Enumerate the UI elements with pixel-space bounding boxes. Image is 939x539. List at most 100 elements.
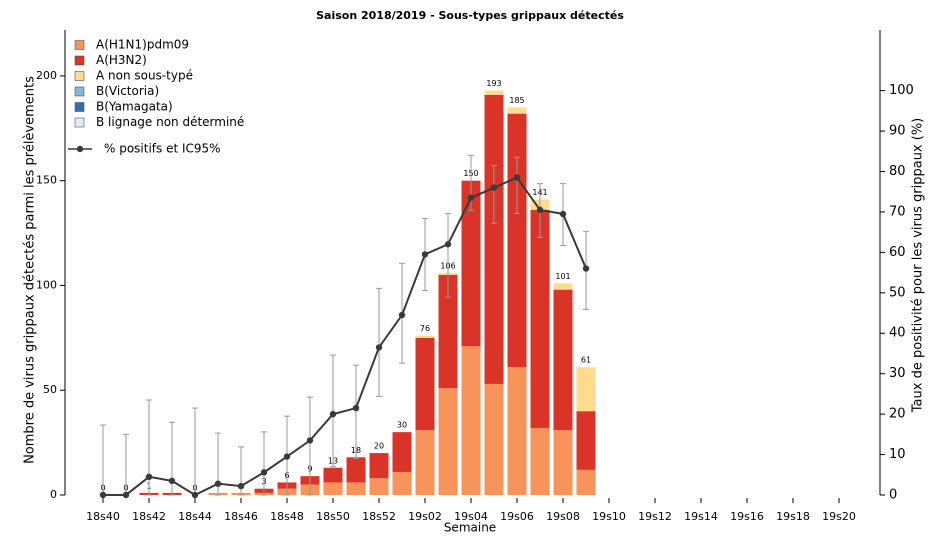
bar-segment [438,388,458,495]
y2-tick-label: 60 [889,245,906,260]
bar-segment [530,427,550,495]
line-point [306,437,314,444]
x-tick-label: 18s48 [270,510,304,523]
y-tick-label: 0 [50,488,57,501]
y2-tick-label: 100 [889,83,914,98]
x-tick-label: 18s40 [86,510,120,523]
y2-tick-label: 50 [889,285,906,300]
y-tick-label: 200 [36,69,57,82]
bar-segment [323,467,343,483]
bar-segment [553,289,573,431]
bar-segment [346,482,366,495]
x-tick-label: 19s06 [500,510,534,523]
y2-tick-label: 30 [889,366,906,381]
x-tick-label: 19s08 [546,510,580,523]
line-point [122,491,130,499]
bar-segment [392,471,412,495]
line-point [260,469,268,476]
line-point [237,482,245,490]
bar-label: 185 [509,96,524,105]
bar-segment [484,90,504,95]
bar-label: 101 [555,272,570,281]
x-tick-label: 19s12 [638,510,672,523]
x-tick-label: 19s04 [454,510,488,523]
bar-segment [415,335,435,338]
line-point [375,344,383,351]
x-tick-label: 18s44 [178,510,212,523]
bar-label: 61 [581,356,591,365]
bar-segment [323,482,343,495]
y2-tick-label: 10 [889,447,906,462]
legend-label: A(H1N1)pdm09 [96,38,189,52]
line [103,176,587,497]
y-tick-label: 50 [43,383,57,396]
bar-segment [461,346,481,495]
line-point [352,404,360,412]
bar-segment [576,367,596,412]
x-axis-label: Semaine [444,521,496,535]
legend-label: % positifs et IC95% [104,142,221,156]
line-point [582,265,590,272]
y2-tick-label: 20 [889,407,906,422]
bar-segment [576,469,596,495]
bar-label: 76 [420,324,430,333]
chart-title: Saison 2018/2019 - Sous-types grippaux d… [316,9,624,22]
bar-segment [461,180,481,347]
bar-segment [507,113,527,368]
x-tick-label: 19s18 [776,510,810,523]
y-axis-label: Nombre de virus grippaux détectés parmi … [23,76,38,464]
line-point [283,453,291,460]
bar-label: 30 [397,421,407,430]
bar-segment [415,430,435,495]
line-point [329,410,337,418]
legend-swatch [74,40,85,50]
y2-tick-label: 0 [889,488,897,503]
y-tick-label: 150 [36,174,57,187]
bar-segment [484,383,504,495]
line-point [99,491,107,499]
x-tick-label: 18s42 [132,510,166,523]
y-tick-label: 100 [36,278,57,291]
legend-swatch [74,102,85,112]
line-point [559,210,567,218]
line-point [490,184,498,191]
bar-segment [553,283,573,290]
bar-segment [530,210,550,428]
line-point [536,206,544,214]
x-tick-label: 19s16 [730,510,764,523]
y2-tick-label: 90 [889,124,906,139]
bar-segment [507,367,527,495]
legend-label: A non sous-typé [96,69,193,83]
x-tick-label: 19s02 [408,510,442,523]
line-point [168,477,176,485]
legend-swatch [74,55,85,66]
y2-axis-label: Taux de positivité pour les virus grippa… [911,118,926,414]
legend-swatch [74,71,85,81]
bar-label: 193 [486,79,501,88]
line-point [398,311,406,319]
x-tick-label: 18s52 [362,510,396,523]
bar-segment [484,94,504,384]
y2-tick-label: 40 [889,326,906,341]
legend-label: B(Yamagata) [96,100,173,114]
legend-swatch [74,117,85,128]
line-point [214,480,222,487]
bar-segment [369,453,389,479]
bar-segment [553,430,573,495]
legend-point [76,145,84,153]
line-point [467,194,475,201]
bar-segment [576,411,596,470]
line-point [444,241,452,248]
legend-swatch [74,86,85,97]
bar-segment [346,457,366,483]
y2-tick-label: 70 [889,204,906,219]
legend-label: B lignage non déterminé [96,115,244,129]
line-point [191,491,199,499]
x-tick-label: 19s20 [822,510,856,523]
legend-label: A(H3N2) [96,53,147,67]
bar-segment [415,337,435,431]
bar-label: 20 [374,442,384,451]
legend-label: B(Victoria) [96,84,159,98]
bar-segment [438,274,458,389]
